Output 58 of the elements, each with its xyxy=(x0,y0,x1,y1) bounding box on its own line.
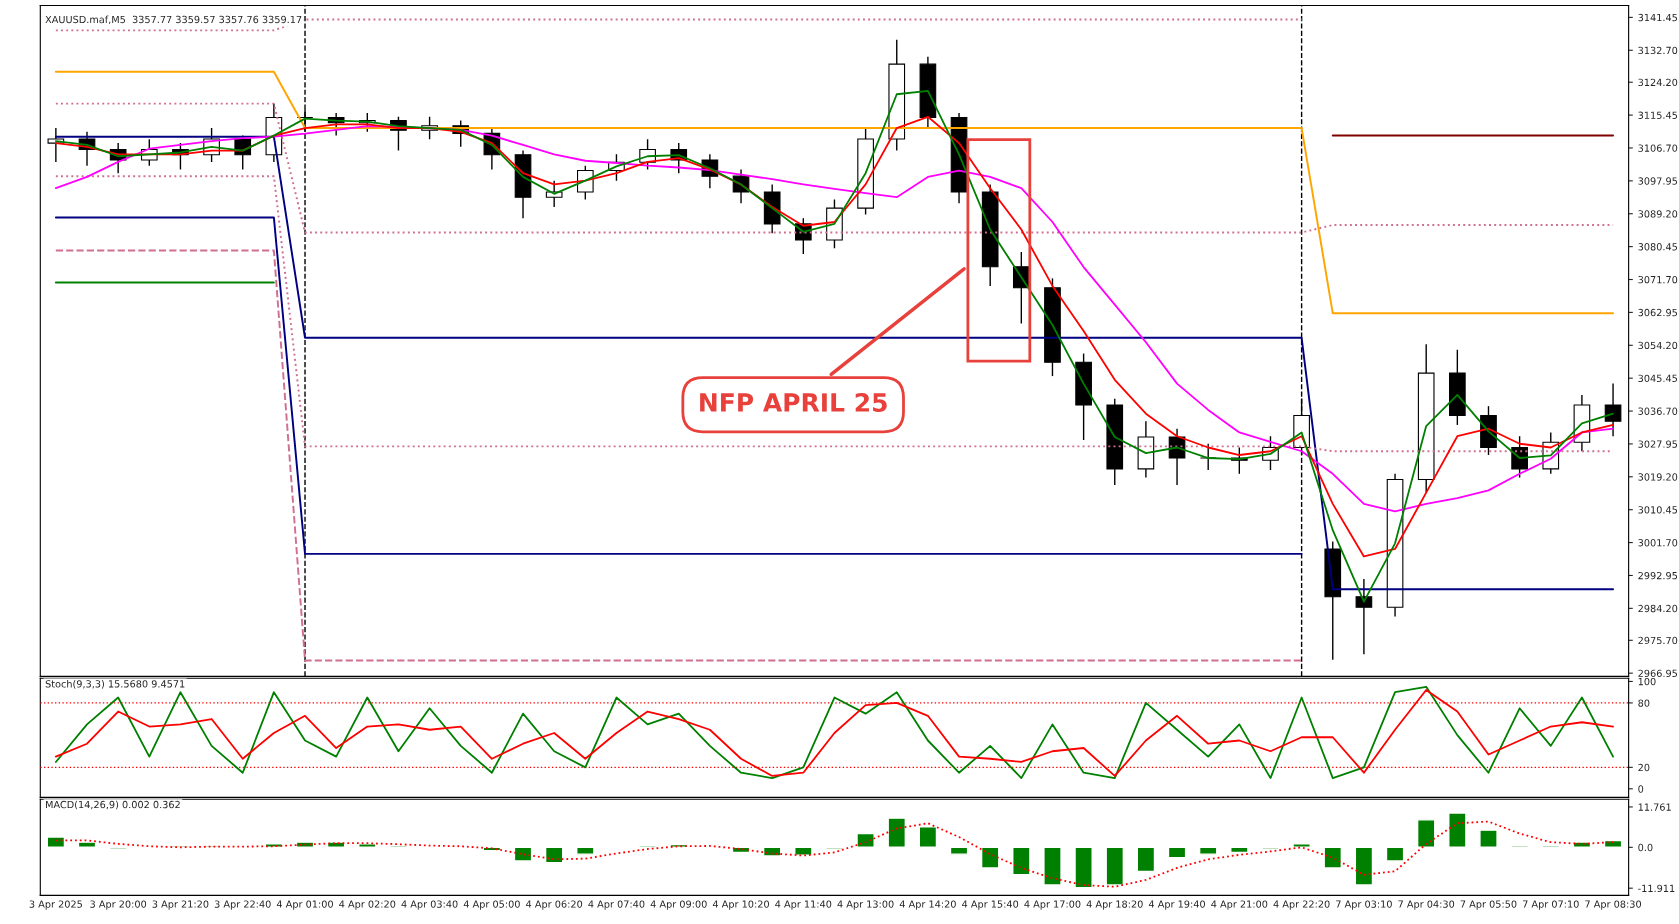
y-tick-label: 3036.70 xyxy=(1638,407,1678,415)
y-tick-label: 100 xyxy=(1638,677,1656,686)
y-tick-label: 2992.95 xyxy=(1638,571,1678,580)
y-tick-label: 3106.70 xyxy=(1638,144,1678,152)
x-tick-label: 4 Apr 15:40 xyxy=(962,900,1019,910)
x-tick-label: 7 Apr 07:10 xyxy=(1522,900,1579,910)
x-tick-label: 4 Apr 17:00 xyxy=(1024,900,1081,910)
y-tick-label: 3045.45 xyxy=(1638,374,1678,382)
x-tick-label: 4 Apr 18:20 xyxy=(1086,900,1143,910)
x-tick-label: 3 Apr 2025 xyxy=(29,900,82,910)
y-tick-label: 11.761 xyxy=(1638,803,1671,811)
x-tick-label: 4 Apr 10:20 xyxy=(712,900,769,910)
x-tick-label: 4 Apr 05:00 xyxy=(463,900,520,910)
y-tick-label: 2975.70 xyxy=(1638,636,1678,645)
y-tick-label: 2966.95 xyxy=(1638,669,1678,678)
y-tick-label: 3054.20 xyxy=(1638,341,1678,350)
x-tick-label: 4 Apr 07:40 xyxy=(588,900,645,910)
x-tick-label: 4 Apr 01:00 xyxy=(276,900,333,910)
y-tick-label: 0 xyxy=(1638,785,1644,793)
annotation: NFP APRIL 25 xyxy=(700,393,887,412)
x-tick-label: 4 Apr 06:20 xyxy=(526,900,583,910)
y-tick-label: 3080.45 xyxy=(1638,243,1678,251)
x-tick-label: 4 Apr 22:20 xyxy=(1273,900,1330,910)
x-tick-label: 4 Apr 03:40 xyxy=(401,900,458,910)
y-tick-label: 3010.45 xyxy=(1638,506,1678,514)
y-tick-label: 3019.20 xyxy=(1638,473,1678,481)
x-tick-label: 4 Apr 14:20 xyxy=(899,900,956,910)
x-tick-label: 3 Apr 20:00 xyxy=(90,900,147,910)
y-tick-label: 3132.70 xyxy=(1638,46,1678,55)
y-tick-label: 20 xyxy=(1638,763,1650,772)
y-tick-label: 3062.95 xyxy=(1638,308,1678,317)
x-tick-label: 7 Apr 03:10 xyxy=(1336,900,1392,910)
y-tick-label: 80 xyxy=(1638,699,1650,707)
y-tick-label: 3141.45 xyxy=(1638,13,1678,22)
x-tick-label: 7 Apr 08:30 xyxy=(1585,900,1642,910)
x-tick-label: 3 Apr 22:40 xyxy=(214,900,271,910)
x-tick-label: 4 Apr 02:20 xyxy=(339,900,396,910)
y-tick-label: 0.0 xyxy=(1638,843,1653,852)
y-tick-label: 3071.70 xyxy=(1638,275,1678,284)
y-tick-label: 2984.20 xyxy=(1638,604,1678,613)
x-tick-label: 4 Apr 19:40 xyxy=(1148,900,1205,910)
y-tick-label: 3089.20 xyxy=(1638,210,1678,218)
chart-title: Stoch(9,3,3) 15.5680 9.4571 xyxy=(45,680,185,689)
y-tick-label: 3115.45 xyxy=(1638,111,1678,119)
text: XAUUSD.maf,M5 3357.77 3359.57 3357.76 3359.17 xyxy=(45,15,302,25)
y-tick-label: 3027.95 xyxy=(1638,440,1678,448)
x-tick-label: 4 Apr 21:00 xyxy=(1211,900,1268,910)
chart-title: MACD(14,26,9) 0.002 0.362 xyxy=(46,800,180,810)
y-tick-label: 3124.20 xyxy=(1638,78,1678,87)
x-tick-label: 7 Apr 05:50 xyxy=(1460,900,1517,910)
y-tick-label: 3001.70 xyxy=(1638,539,1678,547)
y-tick-label: 3097.95 xyxy=(1638,177,1678,185)
y-tick-label: -11.911 xyxy=(1638,884,1675,893)
x-tick-label: 3 Apr 21:20 xyxy=(152,900,209,910)
x-tick-label: 4 Apr 09:00 xyxy=(650,900,707,910)
x-tick-label: 4 Apr 13:00 xyxy=(837,900,894,910)
x-tick-label: 7 Apr 04:30 xyxy=(1398,900,1455,910)
x-tick-label: 4 Apr 11:40 xyxy=(775,900,832,910)
